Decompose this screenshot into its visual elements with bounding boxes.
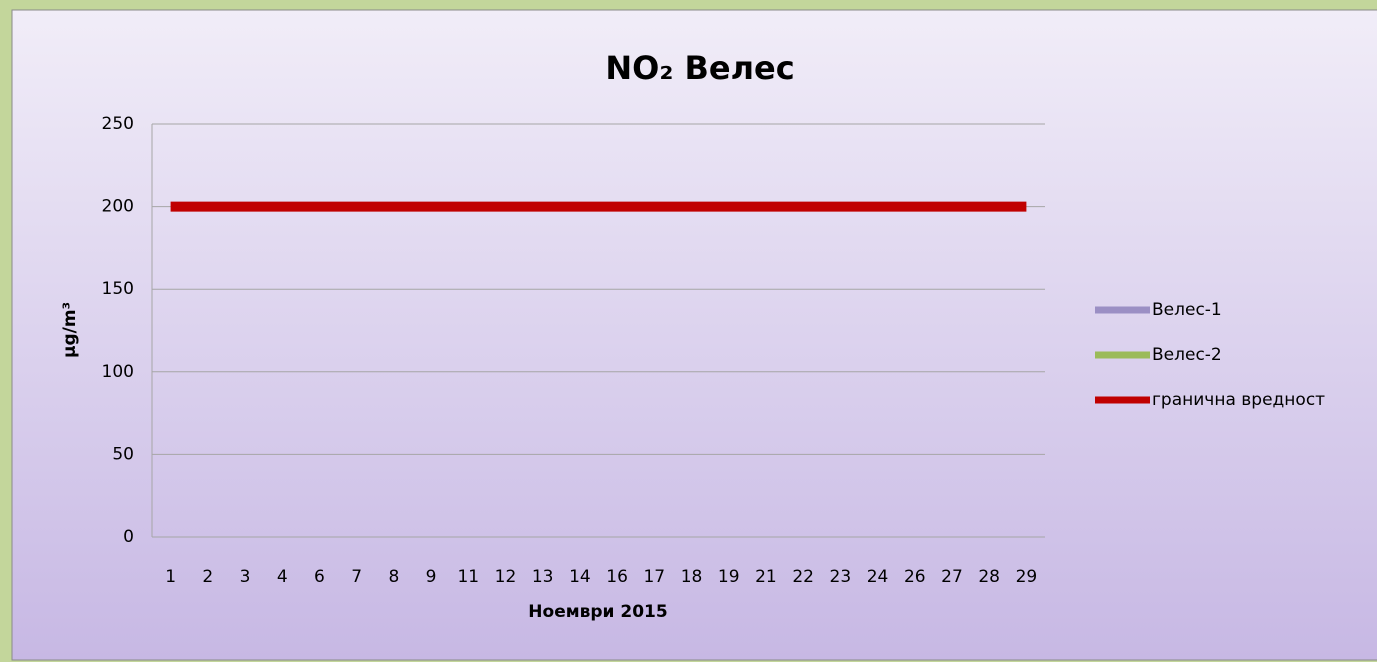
x-tick-label: 16 <box>606 567 628 587</box>
x-tick-label: 7 <box>351 567 362 587</box>
x-tick-label: 3 <box>240 567 251 587</box>
chart-panel <box>11 9 1377 661</box>
x-tick-label: 18 <box>681 567 703 587</box>
y-tick-label: 200 <box>102 197 134 217</box>
x-tick-label: 2 <box>202 567 213 587</box>
x-tick-label: 21 <box>755 567 777 587</box>
x-axis-label: Ноември 2015 <box>528 602 667 622</box>
x-tick-label: 9 <box>426 567 437 587</box>
x-tick-label: 29 <box>1016 567 1038 587</box>
y-tick-label: 50 <box>112 444 134 464</box>
x-tick-label: 8 <box>388 567 399 587</box>
chart-title: NO₂ Велес <box>605 49 794 87</box>
x-tick-label: 6 <box>314 567 325 587</box>
y-tick-label: 100 <box>102 362 134 382</box>
x-tick-label: 1 <box>165 567 176 587</box>
y-axis-label: µg/m³ <box>60 302 80 358</box>
legend-label: Велес-1 <box>1152 300 1222 320</box>
x-tick-label: 19 <box>718 567 740 587</box>
x-tick-label: 12 <box>495 567 517 587</box>
x-tick-label: 13 <box>532 567 554 587</box>
x-tick-label: 24 <box>867 567 889 587</box>
x-tick-label: 22 <box>792 567 814 587</box>
y-tick-label: 250 <box>102 114 134 134</box>
x-tick-label: 23 <box>830 567 852 587</box>
x-tick-label: 4 <box>277 567 288 587</box>
x-tick-label: 28 <box>978 567 1000 587</box>
x-tick-label: 14 <box>569 567 591 587</box>
y-tick-label: 150 <box>102 279 134 299</box>
y-tick-label: 0 <box>123 527 134 547</box>
x-tick-label: 26 <box>904 567 926 587</box>
x-tick-label: 17 <box>643 567 665 587</box>
x-tick-label: 27 <box>941 567 963 587</box>
legend-label: гранична вредност <box>1152 390 1325 410</box>
x-tick-label: 11 <box>457 567 479 587</box>
legend-label: Велес-2 <box>1152 345 1222 365</box>
